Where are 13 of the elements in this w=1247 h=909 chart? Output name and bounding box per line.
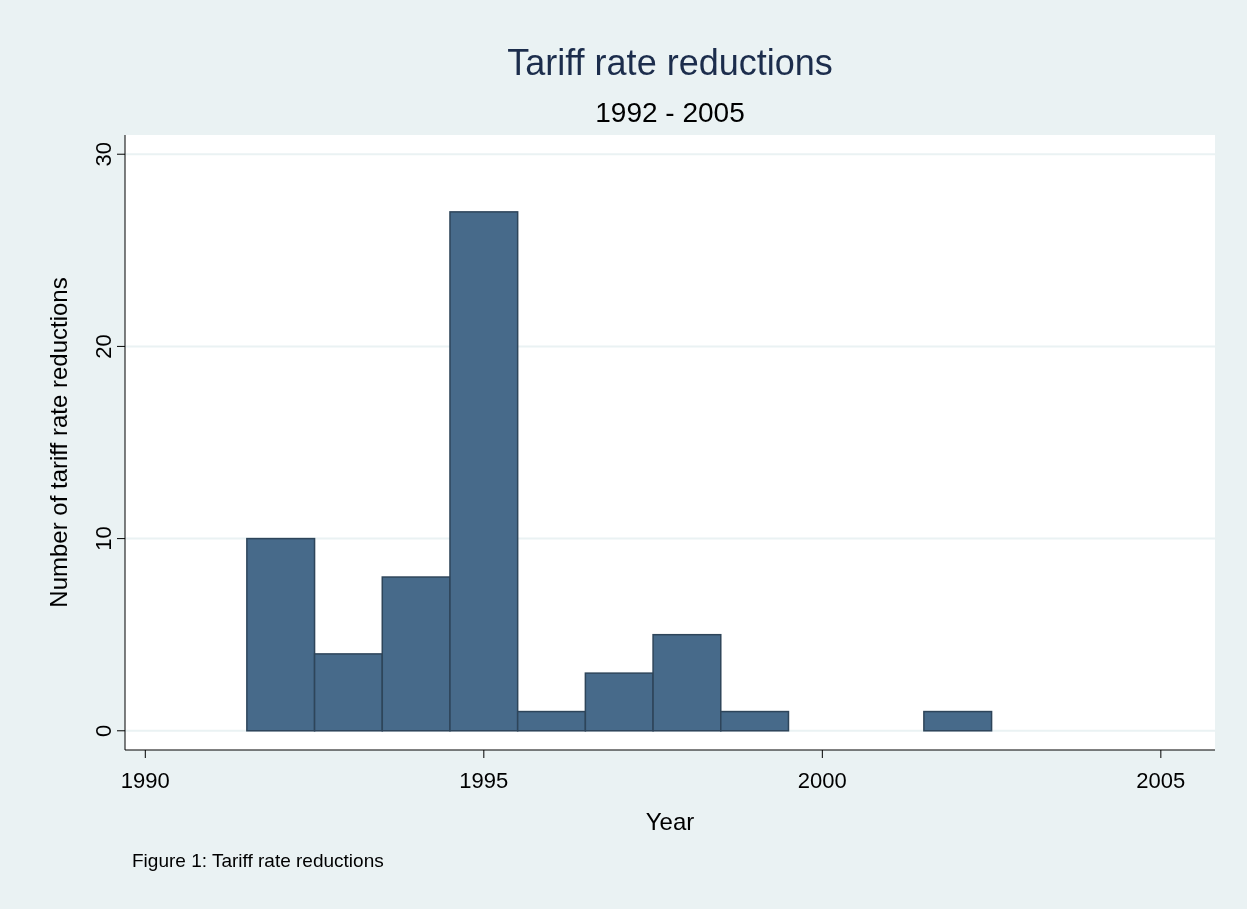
y-axis-title: Number of tariff rate reductions <box>45 277 72 608</box>
chart-subtitle: 1992 - 2005 <box>595 97 745 128</box>
x-axis-title: Year <box>645 808 695 835</box>
y-tick-label: 10 <box>91 526 116 551</box>
y-tick-label: 0 <box>91 724 116 737</box>
x-tick-label: 1995 <box>459 768 509 793</box>
caption: Figure 1: Tariff rate reductions <box>132 850 384 871</box>
x-tick-label: 2000 <box>797 768 847 793</box>
y-tick-label: 30 <box>91 141 116 167</box>
x-tick-label: 2005 <box>1136 768 1186 793</box>
y-tick-label: 20 <box>91 334 116 359</box>
x-tick-label: 1990 <box>120 768 170 793</box>
chart-title: Tariff rate reductions <box>507 42 833 83</box>
